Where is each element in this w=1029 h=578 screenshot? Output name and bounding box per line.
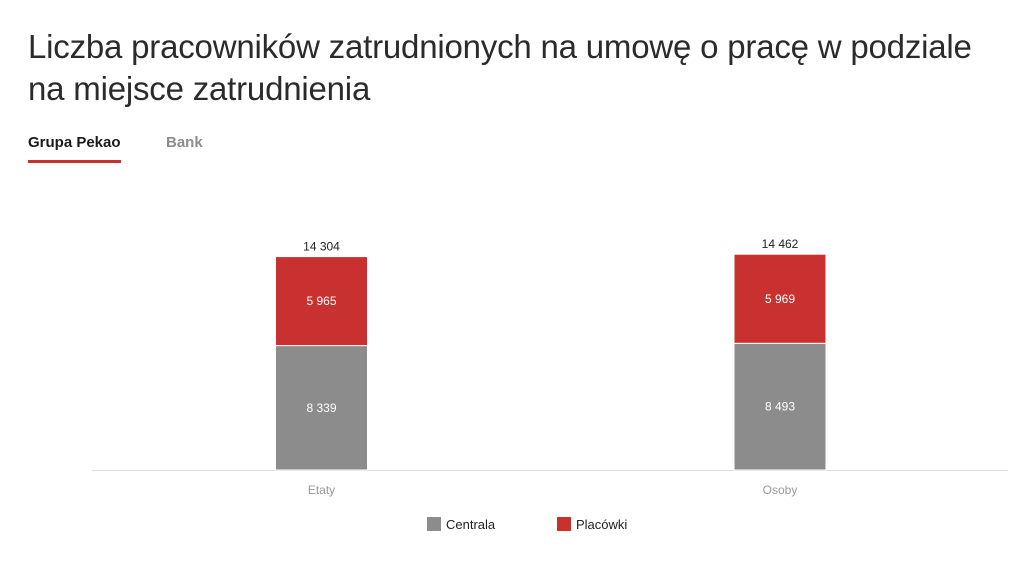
legend-swatch-placowki bbox=[557, 517, 571, 531]
page-title: Liczba pracowników zatrudnionych na umow… bbox=[28, 28, 972, 107]
bar-segment-placowki-etaty bbox=[275, 256, 368, 347]
legend-item-centrala[interactable]: Centrala bbox=[427, 515, 495, 533]
legend-swatch-centrala bbox=[427, 517, 441, 531]
bar-segment-centrala-osoby bbox=[733, 342, 827, 471]
chart-legend: Centrala Placówki bbox=[0, 515, 1029, 533]
data-label-centrala-etaty: 8 339 bbox=[306, 401, 336, 415]
data-label-placowki-etaty: 5 965 bbox=[306, 294, 336, 308]
legend-item-placowki[interactable]: Placówki bbox=[557, 515, 627, 533]
tab-grupa-pekao[interactable]: Grupa Pekao bbox=[28, 134, 121, 163]
x-tick-label-etaty: Etaty bbox=[308, 483, 335, 497]
bar-segment-centrala-etaty bbox=[275, 345, 368, 471]
x-tick-label-osoby: Osoby bbox=[763, 483, 798, 497]
total-label-osoby: 14 462 bbox=[762, 237, 799, 251]
data-label-placowki-osoby: 5 969 bbox=[765, 292, 795, 306]
legend-label-placowki: Placówki bbox=[576, 516, 628, 532]
legend-label-centrala: Centrala bbox=[446, 516, 496, 532]
data-label-centrala-osoby: 8 493 bbox=[765, 400, 795, 414]
total-label-etaty: 14 304 bbox=[303, 240, 340, 254]
tab-bank[interactable]: Bank bbox=[166, 134, 203, 151]
bar-segment-placowki-osoby bbox=[733, 253, 827, 344]
